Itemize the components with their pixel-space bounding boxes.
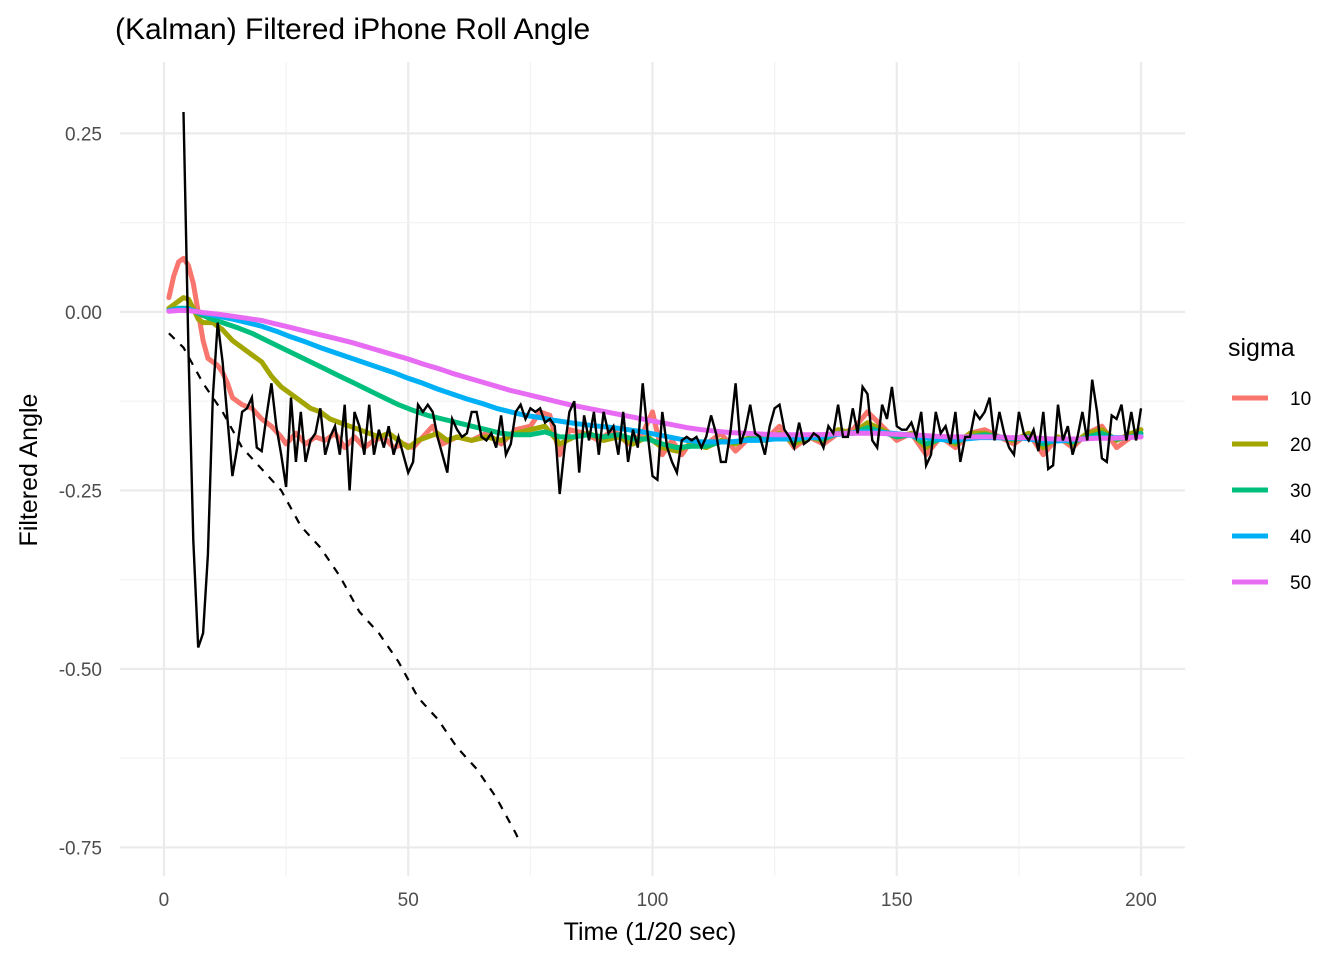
- legend-label-40: 40: [1290, 527, 1311, 548]
- series-line-10: [166, 255, 1144, 458]
- legend-label-10: 10: [1290, 389, 1311, 410]
- legend-label-50: 50: [1290, 573, 1311, 594]
- y-tick-label: -0.25: [59, 481, 102, 502]
- dashed-line: [168, 332, 522, 845]
- legend-title: sigma: [1228, 334, 1295, 362]
- y-tick-label: 0.25: [65, 124, 102, 145]
- y-tick-label: -0.50: [59, 660, 102, 681]
- x-tick-label: 50: [398, 890, 419, 911]
- y-tick-label: 0.00: [65, 303, 102, 324]
- x-tick-label: 150: [881, 890, 913, 911]
- x-axis-title: Time (1/20 sec): [564, 918, 737, 946]
- series-line-50: [166, 308, 1144, 442]
- x-tick-label: 100: [637, 890, 669, 911]
- legend-label-20: 20: [1290, 435, 1311, 456]
- series-layer: [166, 111, 1144, 845]
- y-tick-label: -0.75: [59, 838, 102, 859]
- ticks: 0 50 100 150 200 0.25 0.00 -0.25 -0.50 -0.75: [59, 124, 1157, 911]
- y-axis-title: Filtered Angle: [15, 394, 43, 547]
- x-tick-label: 200: [1125, 890, 1157, 911]
- raw-line: [182, 111, 1143, 648]
- legend: sigma 10 20 30 40 50: [1228, 334, 1311, 594]
- chart-title: (Kalman) Filtered iPhone Roll Angle: [115, 13, 590, 46]
- legend-label-30: 30: [1290, 481, 1311, 502]
- x-tick-label: 0: [159, 890, 170, 911]
